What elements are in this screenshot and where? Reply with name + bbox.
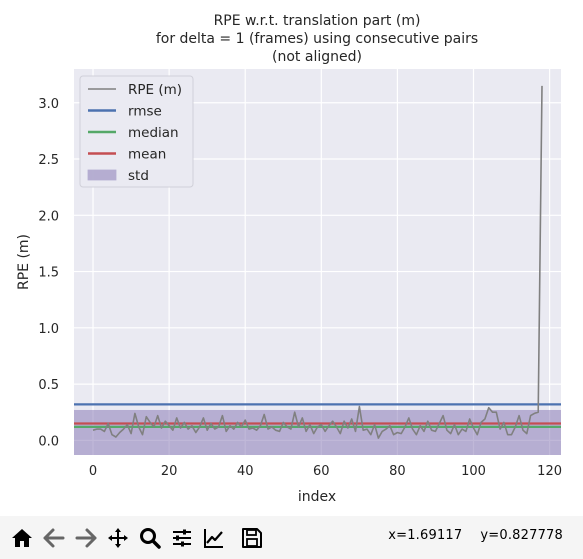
y-tick-label: 2.5: [38, 153, 59, 168]
legend-swatch: [87, 169, 117, 181]
forward-arrow-icon: [75, 528, 97, 547]
chart-title-line-1: RPE w.r.t. translation part (m): [214, 13, 421, 29]
y-tick-label: 2.0: [38, 209, 59, 224]
legend-box: [79, 75, 194, 188]
forward-button[interactable]: [70, 522, 102, 554]
legend-label: rmse: [128, 104, 162, 120]
std-band: [74, 409, 561, 455]
x-tick-label: 0: [89, 464, 97, 479]
x-tick-label: 120: [537, 464, 562, 479]
y-tick-label: 3.0: [38, 97, 59, 112]
series-group: [92, 85, 543, 439]
y-tick-label: 0.5: [38, 378, 59, 393]
std-band-group: [74, 409, 561, 455]
x-axis-label: index: [298, 489, 336, 505]
x-tick-label: 60: [313, 464, 330, 479]
y-tick-label: 1.5: [38, 266, 59, 281]
configure-subplots-icon: [173, 529, 191, 546]
y-axis-label: RPE (m): [16, 234, 32, 290]
back-arrow-icon: [43, 528, 65, 547]
legend-label: median: [128, 125, 179, 141]
x-tick-label: 100: [461, 464, 486, 479]
pan-button[interactable]: [102, 522, 134, 554]
zoom-button[interactable]: [134, 522, 166, 554]
x-coordinate-readout: x=1.69117: [388, 528, 463, 543]
x-tick-labels: 0 20 40 60 80 100 120: [89, 464, 562, 479]
navigation-toolbar: [0, 516, 583, 559]
legend: RPE (m) rmse median mean std: [79, 75, 194, 188]
y-tick-label: 0.0: [38, 434, 59, 449]
chart-figure: RPE w.r.t. translation part (m) for delt…: [16, 13, 562, 505]
chart-title-line-2: for delta = 1 (frames) using consecutive…: [156, 31, 478, 47]
legend-label: mean: [128, 147, 166, 163]
cursor-coordinates: x=1.69117 y=0.827778: [370, 528, 563, 543]
chart-title-line-3: (not aligned): [272, 49, 362, 65]
save-icon: [242, 527, 262, 548]
configure-subplots-button[interactable]: [166, 522, 198, 554]
save-button[interactable]: [236, 522, 268, 554]
y-coordinate-readout: y=0.827778: [480, 528, 563, 543]
rpe-series-line: [92, 85, 543, 439]
home-icon: [12, 528, 32, 547]
legend-label: RPE (m): [128, 82, 182, 98]
legend-label: std: [128, 168, 149, 184]
pan-icon: [108, 527, 128, 548]
y-tick-labels: 0.0 0.5 1.0 1.5 2.0 2.5 3.0: [38, 97, 59, 450]
x-tick-label: 40: [237, 464, 254, 479]
back-button[interactable]: [38, 522, 70, 554]
edit-axes-button[interactable]: [198, 522, 230, 554]
zoom-icon: [140, 527, 161, 549]
x-tick-label: 20: [161, 464, 178, 479]
x-tick-label: 80: [389, 464, 406, 479]
home-button[interactable]: [6, 522, 38, 554]
edit-axes-icon: [204, 528, 223, 548]
y-tick-label: 1.0: [38, 322, 59, 337]
